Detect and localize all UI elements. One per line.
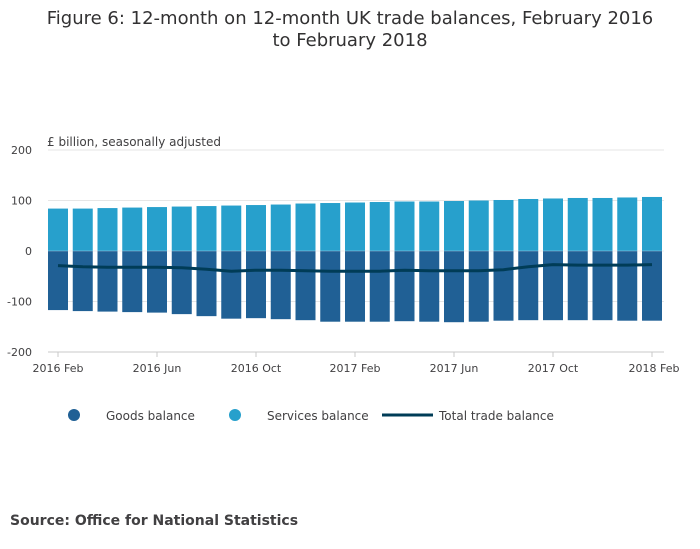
- x-tick-label: 2017 Jun: [430, 362, 479, 375]
- services-bar: [543, 198, 563, 251]
- goods-bar: [518, 251, 539, 321]
- goods-bar: [122, 251, 143, 313]
- goods-bar: [567, 251, 588, 321]
- legend-item-goods[interactable]: Goods balance: [68, 409, 195, 423]
- legend-goods-swatch: [68, 409, 80, 421]
- goods-bars: [48, 251, 662, 323]
- services-bar: [97, 208, 118, 251]
- goods-bar: [246, 251, 266, 319]
- services-bar: [345, 202, 365, 251]
- goods-bar: [221, 251, 242, 319]
- goods-bar: [72, 251, 93, 312]
- goods-bar: [444, 251, 464, 323]
- y-tick-label: 100: [11, 195, 32, 208]
- services-bar: [270, 204, 291, 251]
- services-bar: [221, 205, 242, 251]
- goods-bar: [592, 251, 613, 321]
- goods-bar: [270, 251, 291, 320]
- goods-bar: [642, 251, 662, 321]
- services-bar: [617, 197, 638, 251]
- legend-goods-label: Goods balance: [106, 409, 195, 423]
- y-tick-label: -100: [7, 296, 32, 309]
- legend-item-services[interactable]: Services balance: [229, 409, 369, 423]
- services-bar: [48, 208, 68, 251]
- services-bar: [444, 201, 464, 251]
- goods-bar: [97, 251, 118, 312]
- goods-bar: [394, 251, 415, 322]
- goods-bar: [171, 251, 192, 315]
- services-bar: [171, 206, 192, 251]
- x-tick-label: 2017 Oct: [528, 362, 579, 375]
- services-bar: [567, 197, 588, 251]
- services-bar: [592, 197, 613, 251]
- x-tick-label: 2017 Feb: [330, 362, 381, 375]
- services-bar: [394, 201, 415, 251]
- goods-bar: [468, 251, 489, 322]
- y-axis-ticks: 200 100 0 -100 -200: [7, 144, 32, 359]
- legend-services-label: Services balance: [267, 409, 369, 423]
- services-bar: [196, 206, 217, 251]
- goods-bar: [295, 251, 316, 321]
- goods-bar: [369, 251, 390, 322]
- y-tick-label: 200: [11, 144, 32, 157]
- x-axis-ticks: 2016 Feb 2016 Jun 2016 Oct 2017 Feb 2017 Jun…: [33, 352, 680, 375]
- goods-bar: [320, 251, 341, 322]
- goods-bar: [543, 251, 563, 321]
- services-bar: [72, 208, 93, 251]
- x-tick-label: 2016 Jun: [133, 362, 182, 375]
- legend-services-swatch: [229, 409, 241, 421]
- y-tick-label: 0: [25, 245, 32, 258]
- x-tick-label: 2018 Feb: [629, 362, 680, 375]
- services-bar: [369, 202, 390, 251]
- legend-item-total[interactable]: Total trade balance: [382, 409, 554, 423]
- services-bar: [147, 207, 167, 251]
- services-bar: [419, 201, 440, 251]
- chart-title: Figure 6: 12-month on 12-month UK trade …: [46, 8, 654, 51]
- services-bar: [493, 199, 514, 251]
- goods-bar: [345, 251, 365, 322]
- legend-total-label: Total trade balance: [438, 409, 554, 423]
- total-trade-balance-line: [57, 263, 653, 273]
- services-bars: [48, 196, 662, 251]
- x-tick-label: 2016 Oct: [231, 362, 282, 375]
- services-bar: [518, 198, 539, 251]
- goods-bar: [196, 251, 217, 317]
- legend: Goods balance Services balance Total tra…: [68, 409, 554, 423]
- services-bar: [246, 205, 266, 251]
- x-tick-label: 2016 Feb: [33, 362, 84, 375]
- goods-bar: [493, 251, 514, 321]
- source-note: Source: Office for National Statistics: [10, 513, 299, 529]
- services-bar: [642, 196, 662, 251]
- services-bar: [468, 200, 489, 251]
- y-axis-unit-label: £ billion, seasonally adjusted: [47, 135, 221, 149]
- y-tick-label: -200: [7, 346, 32, 359]
- goods-bar: [617, 251, 638, 321]
- services-bar: [295, 203, 316, 251]
- services-bar: [320, 203, 341, 251]
- goods-bar: [48, 251, 68, 311]
- services-bar: [122, 207, 143, 251]
- goods-bar: [419, 251, 440, 322]
- goods-bar: [147, 251, 167, 313]
